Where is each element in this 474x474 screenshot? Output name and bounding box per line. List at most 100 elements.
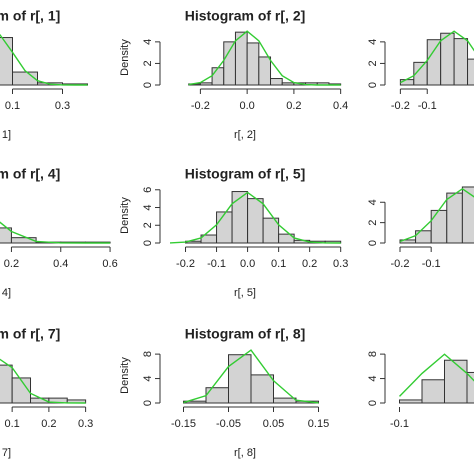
x-tick-label: 0.15	[308, 418, 329, 430]
x-tick-label: 0.0	[239, 100, 254, 112]
bar	[399, 399, 423, 404]
y-tick-label: 0	[142, 400, 154, 406]
y-axis-label: Density	[119, 39, 131, 76]
x-axis-label: r[, 2]	[234, 129, 256, 141]
x-axis-label: r[, 8]	[234, 447, 256, 459]
y-tick-label: 0	[367, 82, 379, 88]
y-tick-label: 8	[367, 351, 379, 357]
bar	[453, 38, 469, 86]
bar	[258, 56, 272, 86]
chart-title: Histogram of r[, 4]	[0, 166, 60, 182]
bar	[10, 237, 37, 244]
y-tick-label: 0	[142, 240, 154, 246]
density-curve	[169, 191, 341, 244]
x-tick-label: 0.1	[271, 258, 286, 270]
bar	[461, 186, 474, 244]
y-tick-label: 4	[367, 199, 379, 205]
bar	[250, 374, 274, 404]
bar	[273, 397, 297, 404]
x-axis-label: r[, 4]	[0, 287, 11, 299]
bar	[421, 379, 445, 404]
bar	[446, 192, 463, 244]
y-tick-label: 2	[142, 60, 154, 66]
bar	[0, 364, 13, 404]
density-curve	[188, 30, 341, 86]
x-tick-label: 0.1	[4, 418, 19, 430]
bar	[231, 191, 249, 244]
density-curve	[0, 221, 111, 244]
x-tick-label: -0.2	[191, 100, 210, 112]
x-tick-label: -0.1	[390, 418, 409, 430]
x-tick-label: -0.1	[207, 258, 226, 270]
bar	[199, 82, 213, 86]
x-tick-label: 0.0	[240, 258, 255, 270]
x-tick-label: -0.1	[422, 258, 441, 270]
x-tick-label: 0.1	[5, 100, 20, 112]
x-tick-label: -0.2	[391, 258, 410, 270]
x-tick-label: 0.4	[53, 258, 68, 270]
bar	[223, 41, 236, 86]
bar	[281, 82, 295, 86]
y-tick-label: 4	[142, 204, 154, 210]
x-tick-label: -0.15	[171, 418, 196, 430]
x-tick-label: 0.2	[4, 258, 19, 270]
x-tick-label: -0.2	[176, 258, 195, 270]
y-tick-label: 2	[142, 222, 154, 228]
x-tick-label: 0.6	[102, 258, 117, 270]
bar	[444, 359, 468, 404]
y-tick-label: 2	[367, 220, 379, 226]
y-tick-label: 6	[142, 187, 154, 193]
x-tick-label: 0.2	[302, 258, 317, 270]
chart-title: Histogram of r[, 1]	[0, 8, 60, 24]
x-tick-label: 0.2	[41, 418, 56, 430]
bar	[205, 387, 229, 404]
bar	[211, 67, 225, 86]
bar	[216, 211, 233, 244]
chart-title: Histogram of r[, 8]	[185, 326, 306, 342]
density-curve	[183, 349, 319, 404]
bar	[270, 78, 283, 86]
x-tick-label: 0.2	[286, 100, 301, 112]
x-tick-label: 0.3	[333, 258, 348, 270]
y-tick-label: 4	[367, 39, 379, 45]
x-axis-label: r[, 1]	[0, 129, 11, 141]
y-axis-label: Density	[119, 357, 131, 394]
bar	[11, 377, 32, 404]
density-curve	[399, 187, 474, 243]
x-tick-label: -0.2	[391, 100, 410, 112]
density-curve	[0, 34, 88, 86]
y-tick-label: 0	[142, 82, 154, 88]
x-tick-label: -0.1	[418, 100, 437, 112]
bar	[0, 37, 13, 86]
bar	[466, 371, 474, 404]
x-tick-label: 0.4	[333, 100, 348, 112]
bar	[440, 32, 455, 86]
chart-title: Histogram of r[, 7]	[0, 326, 60, 342]
density-curve	[398, 353, 474, 397]
chart-title: Histogram of r[, 5]	[185, 166, 306, 182]
y-tick-label: 0	[367, 240, 379, 246]
y-tick-label: 4	[367, 375, 379, 381]
bar	[262, 217, 280, 244]
x-tick-label: 0.3	[78, 418, 93, 430]
x-tick-label: 0.05	[263, 418, 284, 430]
x-axis-label: r[, 7]	[0, 447, 11, 459]
bar	[247, 198, 264, 244]
chart-title: Histogram of r[, 2]	[185, 8, 306, 24]
bar	[426, 39, 442, 86]
x-tick-label: -0.05	[216, 418, 241, 430]
y-tick-label: 4	[142, 375, 154, 381]
bar	[228, 354, 252, 404]
x-axis-label: r[, 5]	[234, 287, 256, 299]
x-tick-label: 0.3	[55, 100, 70, 112]
y-axis-label: Density	[119, 197, 131, 234]
density-curve	[400, 30, 474, 84]
bar	[0, 227, 12, 244]
density-curve	[0, 358, 86, 404]
y-tick-label: 8	[142, 351, 154, 357]
y-tick-label: 4	[142, 39, 154, 45]
y-tick-label: 0	[367, 400, 379, 406]
bar	[246, 42, 260, 86]
